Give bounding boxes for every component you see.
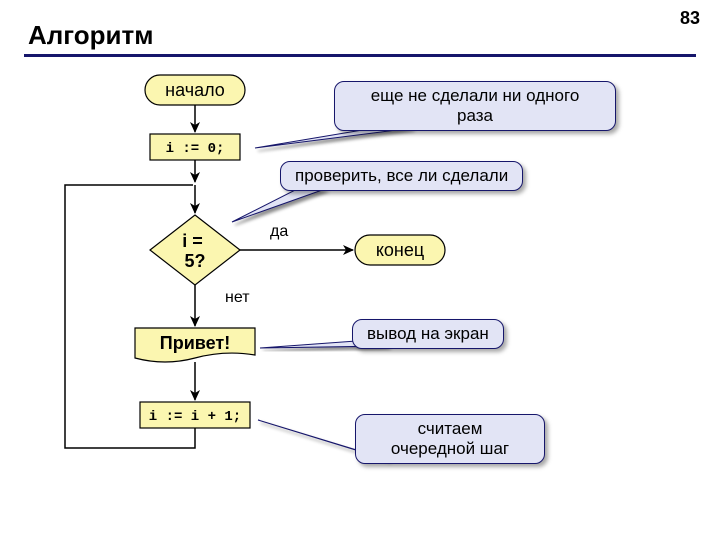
node-incr-label: i := i + 1; [149,409,241,425]
node-start-label: начало [165,80,225,100]
title-rule [24,54,696,57]
page-number: 83 [680,8,700,29]
node-end-label: конец [376,240,424,260]
callout-4-line2: очередной шаг [391,439,509,458]
node-print-label: Привет! [160,333,230,353]
callout-4-line1: считаем [418,419,483,438]
callout-3: вывод на экран [352,319,504,349]
callout-2: проверить, все ли сделали [280,161,523,191]
edge-label-yes: да [270,223,288,240]
node-init-label: i := 0; [166,141,225,157]
callout-4: считаем очередной шаг [355,414,545,464]
callout-2-line1: проверить, все ли сделали [295,166,508,185]
flowchart-diagram: да нет начало i := 0; i = 5? конец Приве… [0,60,720,540]
page-title: Алгоритм [28,20,154,51]
callout-1-line1: еще не сделали ни одного [371,86,580,105]
callout-1-line2: раза [457,106,493,125]
callout-1: еще не сделали ни одного раза [334,81,616,131]
callout-3-line1: вывод на экран [367,324,489,343]
edge-label-no: нет [225,289,250,306]
node-cond-label: i = 5? [182,231,208,271]
